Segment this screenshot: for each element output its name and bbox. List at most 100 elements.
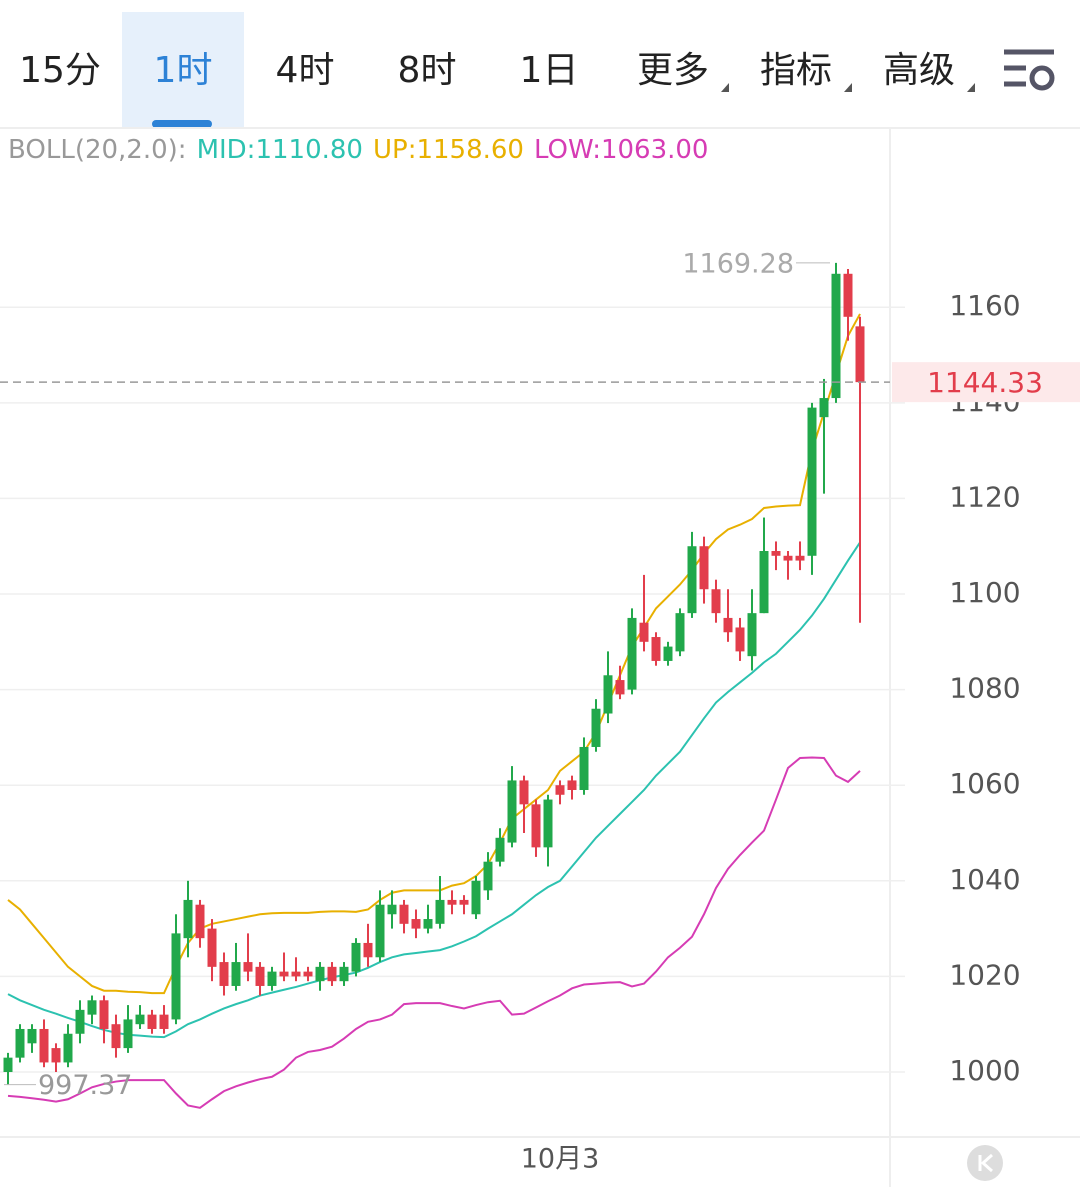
candle-body: [639, 622, 649, 642]
candle-body: [303, 971, 313, 977]
tab[interactable]: 更多: [637, 50, 709, 91]
dropdown-caret: [967, 83, 975, 92]
candle-body: [507, 780, 517, 843]
candle-body: [819, 398, 829, 418]
price-label-bg: [892, 362, 1080, 403]
candle-body: [735, 627, 745, 652]
candle-body: [663, 646, 673, 661]
y-tick-label: 1120: [949, 480, 1020, 513]
candle-body: [579, 746, 589, 790]
candle-body: [531, 804, 541, 848]
candle-body: [351, 942, 361, 972]
candle-body: [255, 966, 265, 986]
band-line: [7, 756, 861, 1109]
tab-bar: 15分 1时 4时 8时 1日 更多 指标 高级: [19, 12, 975, 128]
candle-body: [459, 899, 469, 905]
y-tick-label: 1160: [949, 289, 1020, 322]
legend-value: 1063.00: [601, 135, 709, 165]
candle-body: [51, 1048, 61, 1063]
settings-icon[interactable]: [1004, 49, 1055, 91]
legend-name: UP:: [373, 135, 416, 165]
tab[interactable]: 1日: [520, 50, 579, 91]
candle-body: [315, 966, 325, 982]
candle-body: [423, 919, 433, 929]
candle-body: [147, 1014, 157, 1029]
candle-body: [63, 1033, 73, 1063]
legend-value: 1158.60: [416, 135, 524, 165]
candle-body: [699, 546, 709, 590]
candle-body: [243, 962, 253, 972]
candle-body: [87, 1000, 97, 1015]
candle-body: [519, 780, 529, 805]
tab[interactable]: 1时: [154, 50, 213, 91]
x-tick-label: 10月3: [521, 1144, 600, 1175]
candle-body: [603, 675, 613, 714]
candle-body: [195, 904, 205, 939]
plot: 10001020104010601080110011201140116010月3…: [0, 248, 1080, 1175]
candle-body: [411, 919, 421, 929]
candle-body: [795, 555, 805, 561]
icon-gear: [1029, 65, 1055, 91]
candle-body: [99, 1000, 109, 1029]
y-tick-label: 1060: [949, 767, 1020, 800]
candle-body: [327, 966, 337, 982]
candle-body: [75, 1009, 85, 1034]
candle-body: [447, 899, 457, 905]
button-icon: [978, 1153, 993, 1173]
candle-body: [15, 1028, 25, 1058]
candle-body: [711, 589, 721, 614]
candle-body: [339, 966, 349, 982]
candle-body: [627, 617, 637, 690]
collapse-button[interactable]: [967, 1145, 1003, 1181]
candle-body: [591, 708, 601, 747]
candle-body: [783, 555, 793, 561]
tab[interactable]: 指标: [760, 50, 832, 91]
candle-body: [387, 904, 397, 915]
candle-body: [207, 928, 217, 967]
candle-body: [279, 971, 289, 977]
candle-body: [687, 546, 697, 614]
candle-body: [111, 1024, 121, 1049]
tab[interactable]: 4时: [276, 50, 335, 91]
candle-body: [807, 407, 817, 556]
candle-body: [483, 861, 493, 891]
candle-body: [843, 273, 853, 317]
y-tick-label: 1020: [949, 958, 1020, 991]
y-tick-label: 1040: [949, 863, 1020, 896]
legend-value: 1110.80: [255, 135, 363, 165]
y-tick-label: 1000: [949, 1054, 1020, 1087]
active-tab-indicator: [152, 120, 212, 128]
candle-body: [615, 680, 625, 695]
tab[interactable]: 8时: [398, 50, 457, 91]
candle-body: [39, 1028, 49, 1063]
legend: MID:1110.80 UP:1158.60 LOW:1063.00: [197, 135, 709, 165]
candle-body: [567, 780, 577, 790]
candle-body: [267, 971, 277, 986]
candle-body: [747, 613, 757, 657]
tab[interactable]: 高级: [883, 50, 955, 91]
band-line: [7, 541, 861, 1039]
candle-body: [3, 1057, 13, 1072]
candle-body: [291, 971, 301, 977]
high-label: 1169.28: [682, 248, 794, 279]
candle-body: [171, 933, 181, 1020]
candle-body: [135, 1014, 145, 1025]
indicator-legend: BOLL(20,2.0): MID:1110.80 UP:1158.60 LOW:10…: [8, 135, 708, 165]
candle-body: [435, 899, 445, 924]
y-tick-label: 1100: [949, 576, 1020, 609]
candle-body: [471, 880, 481, 915]
candle-body: [759, 551, 769, 614]
price-label: 1144.33: [927, 366, 1043, 399]
legend-name: MID:: [197, 135, 256, 165]
dropdown-caret: [721, 83, 729, 92]
candle-body: [831, 273, 841, 399]
band-line: [7, 313, 861, 995]
candle-body: [219, 962, 229, 986]
tab[interactable]: 15分: [19, 50, 101, 91]
candle-body: [375, 904, 385, 958]
candle-body: [183, 899, 193, 939]
candle-body: [651, 637, 661, 661]
candle-body: [771, 551, 781, 556]
candle-body: [543, 799, 553, 848]
